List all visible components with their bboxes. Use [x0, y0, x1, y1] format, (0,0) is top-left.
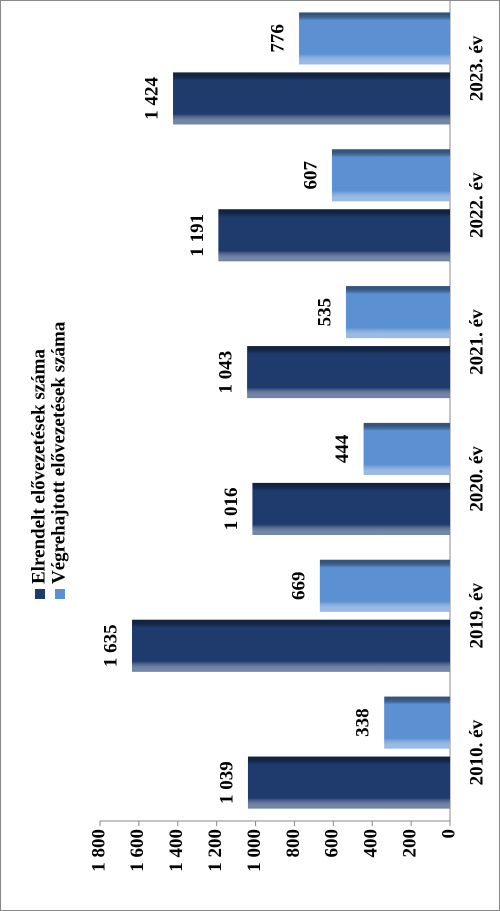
bar-shade — [252, 482, 450, 535]
value-label: 1 039 — [216, 761, 237, 804]
y-tick-label: 800 — [283, 829, 304, 858]
y-tick-label: 600 — [322, 829, 343, 858]
bar-shade — [331, 149, 451, 202]
bar-shade — [363, 422, 450, 475]
x-tick-label: 2022. év — [466, 172, 487, 238]
y-tick-label: 1 200 — [205, 829, 226, 872]
y-tick-label: 200 — [399, 829, 420, 858]
value-label: 776 — [267, 24, 288, 53]
value-label: 669 — [288, 572, 309, 601]
plot: 0 200 400 600 800 1 000 1 200 1 400 1 600 1 800 20… — [28, 0, 487, 872]
x-tick-label: 2010. év — [466, 719, 487, 785]
x-tick-label: 2020. év — [466, 446, 487, 512]
value-label: 1 016 — [221, 488, 242, 531]
bar-shade — [299, 12, 450, 65]
bar-shade — [218, 209, 450, 262]
bar-shade — [247, 756, 450, 809]
y-tick-label: 1 000 — [244, 829, 265, 872]
value-label: 444 — [332, 434, 353, 463]
value-label: 1 191 — [187, 214, 208, 257]
bar-shade — [345, 286, 451, 339]
legend-swatch — [55, 589, 65, 599]
value-label: 1 043 — [216, 351, 237, 394]
y-tick-label: 1 400 — [166, 829, 187, 872]
value-label: 535 — [314, 298, 335, 327]
legend-label: Elrendelt elővezetések száma — [28, 349, 49, 584]
x-tick-label: 2019. év — [466, 583, 487, 649]
x-tick-label: 2023. év — [466, 35, 487, 101]
bar-shade — [319, 559, 450, 612]
bar-shade — [247, 346, 450, 399]
legend-label: Végrehajtott elővezetések száma — [48, 321, 69, 584]
y-tick-label: 400 — [361, 829, 382, 858]
value-label: 607 — [300, 161, 321, 190]
legend-swatch — [35, 589, 45, 599]
y-tick-label: 1 600 — [127, 829, 148, 872]
y-tick-label: 1 800 — [88, 829, 109, 872]
bar-shade — [132, 619, 450, 672]
y-tick-label: 0 — [438, 829, 459, 839]
x-tick-label: 2021. év — [466, 309, 487, 375]
value-label: 1 424 — [141, 77, 162, 120]
bar-shade — [384, 696, 450, 749]
value-label: 338 — [353, 708, 374, 737]
value-label: 1 635 — [100, 624, 121, 667]
bar-shade — [173, 72, 450, 125]
